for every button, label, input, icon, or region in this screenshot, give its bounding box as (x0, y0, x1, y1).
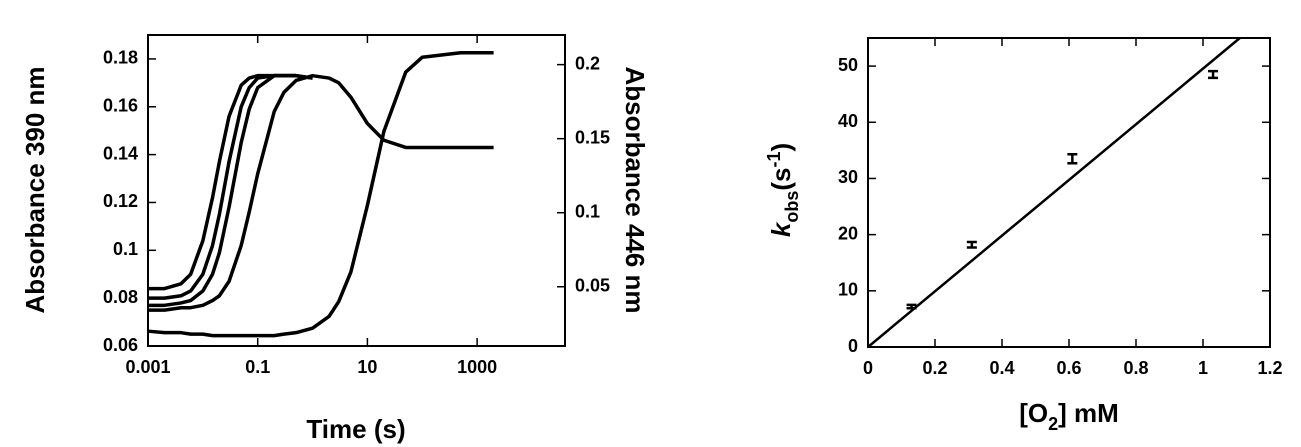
y-tick-label: 0.12 (103, 191, 138, 211)
error-bar (1208, 69, 1219, 80)
x-tick-label: 0 (863, 358, 873, 378)
y-tick-label: 40 (838, 111, 858, 131)
data-line (148, 73, 313, 291)
y-tick-label: 50 (838, 55, 858, 75)
data-line (148, 73, 494, 312)
y-tick-label: 0.18 (103, 48, 138, 68)
x-tick-label: 0.8 (1123, 358, 1148, 378)
y2-axis-label: Absorbance 446 nm (620, 66, 650, 313)
x-tick-label: 10 (357, 357, 377, 377)
error-bar (1067, 153, 1078, 165)
x-tick-label: 1000 (457, 357, 497, 377)
x-tick-label: 1 (1198, 358, 1208, 378)
data-line (148, 73, 313, 308)
y-tick-label: 0.14 (103, 143, 138, 163)
x-axis-label: [O2] mM (1019, 398, 1119, 434)
label-part: 2 (1048, 414, 1058, 434)
x-tick-label: 1.2 (1257, 358, 1282, 378)
y-tick-label: 0.08 (103, 287, 138, 307)
y2-tick-label: 0.15 (575, 127, 610, 147)
y-tick-label: 10 (838, 280, 858, 300)
y-tick-label: 30 (838, 167, 858, 187)
label-part: (s (766, 168, 796, 191)
label-part: -1 (764, 152, 784, 168)
x-tick-label: 0.1 (245, 357, 270, 377)
label-part: ) (766, 143, 796, 152)
data-line (147, 51, 494, 338)
y2-tick-label: 0.1 (575, 201, 600, 221)
error-bar (966, 240, 977, 249)
x-axis-label: Time (s) (306, 414, 405, 444)
y-axis-label: kobs(s-1) (764, 143, 802, 237)
label-part: obs (782, 191, 802, 223)
y-tick-label: 0.1 (113, 239, 138, 259)
y-tick-label: 0.06 (103, 335, 138, 355)
label-part: ] mM (1058, 398, 1119, 428)
data-line (867, 37, 1241, 348)
y-tick-label: 0 (848, 336, 858, 356)
label-part: [O (1019, 398, 1048, 428)
x-tick-label: 0.4 (989, 358, 1014, 378)
label-part: k (766, 221, 796, 237)
y-axis-label: Absorbance 390 nm (20, 66, 50, 313)
y2-tick-label: 0.05 (575, 276, 610, 296)
y2-tick-label: 0.2 (575, 53, 600, 73)
y-tick-label: 20 (838, 223, 858, 243)
x-tick-label: 0.001 (125, 357, 170, 377)
plot-frame (147, 34, 566, 347)
x-tick-label: 0.6 (1056, 358, 1081, 378)
x-tick-label: 0.2 (922, 358, 947, 378)
plot-frame (867, 37, 1271, 348)
y-tick-label: 0.16 (103, 96, 138, 116)
